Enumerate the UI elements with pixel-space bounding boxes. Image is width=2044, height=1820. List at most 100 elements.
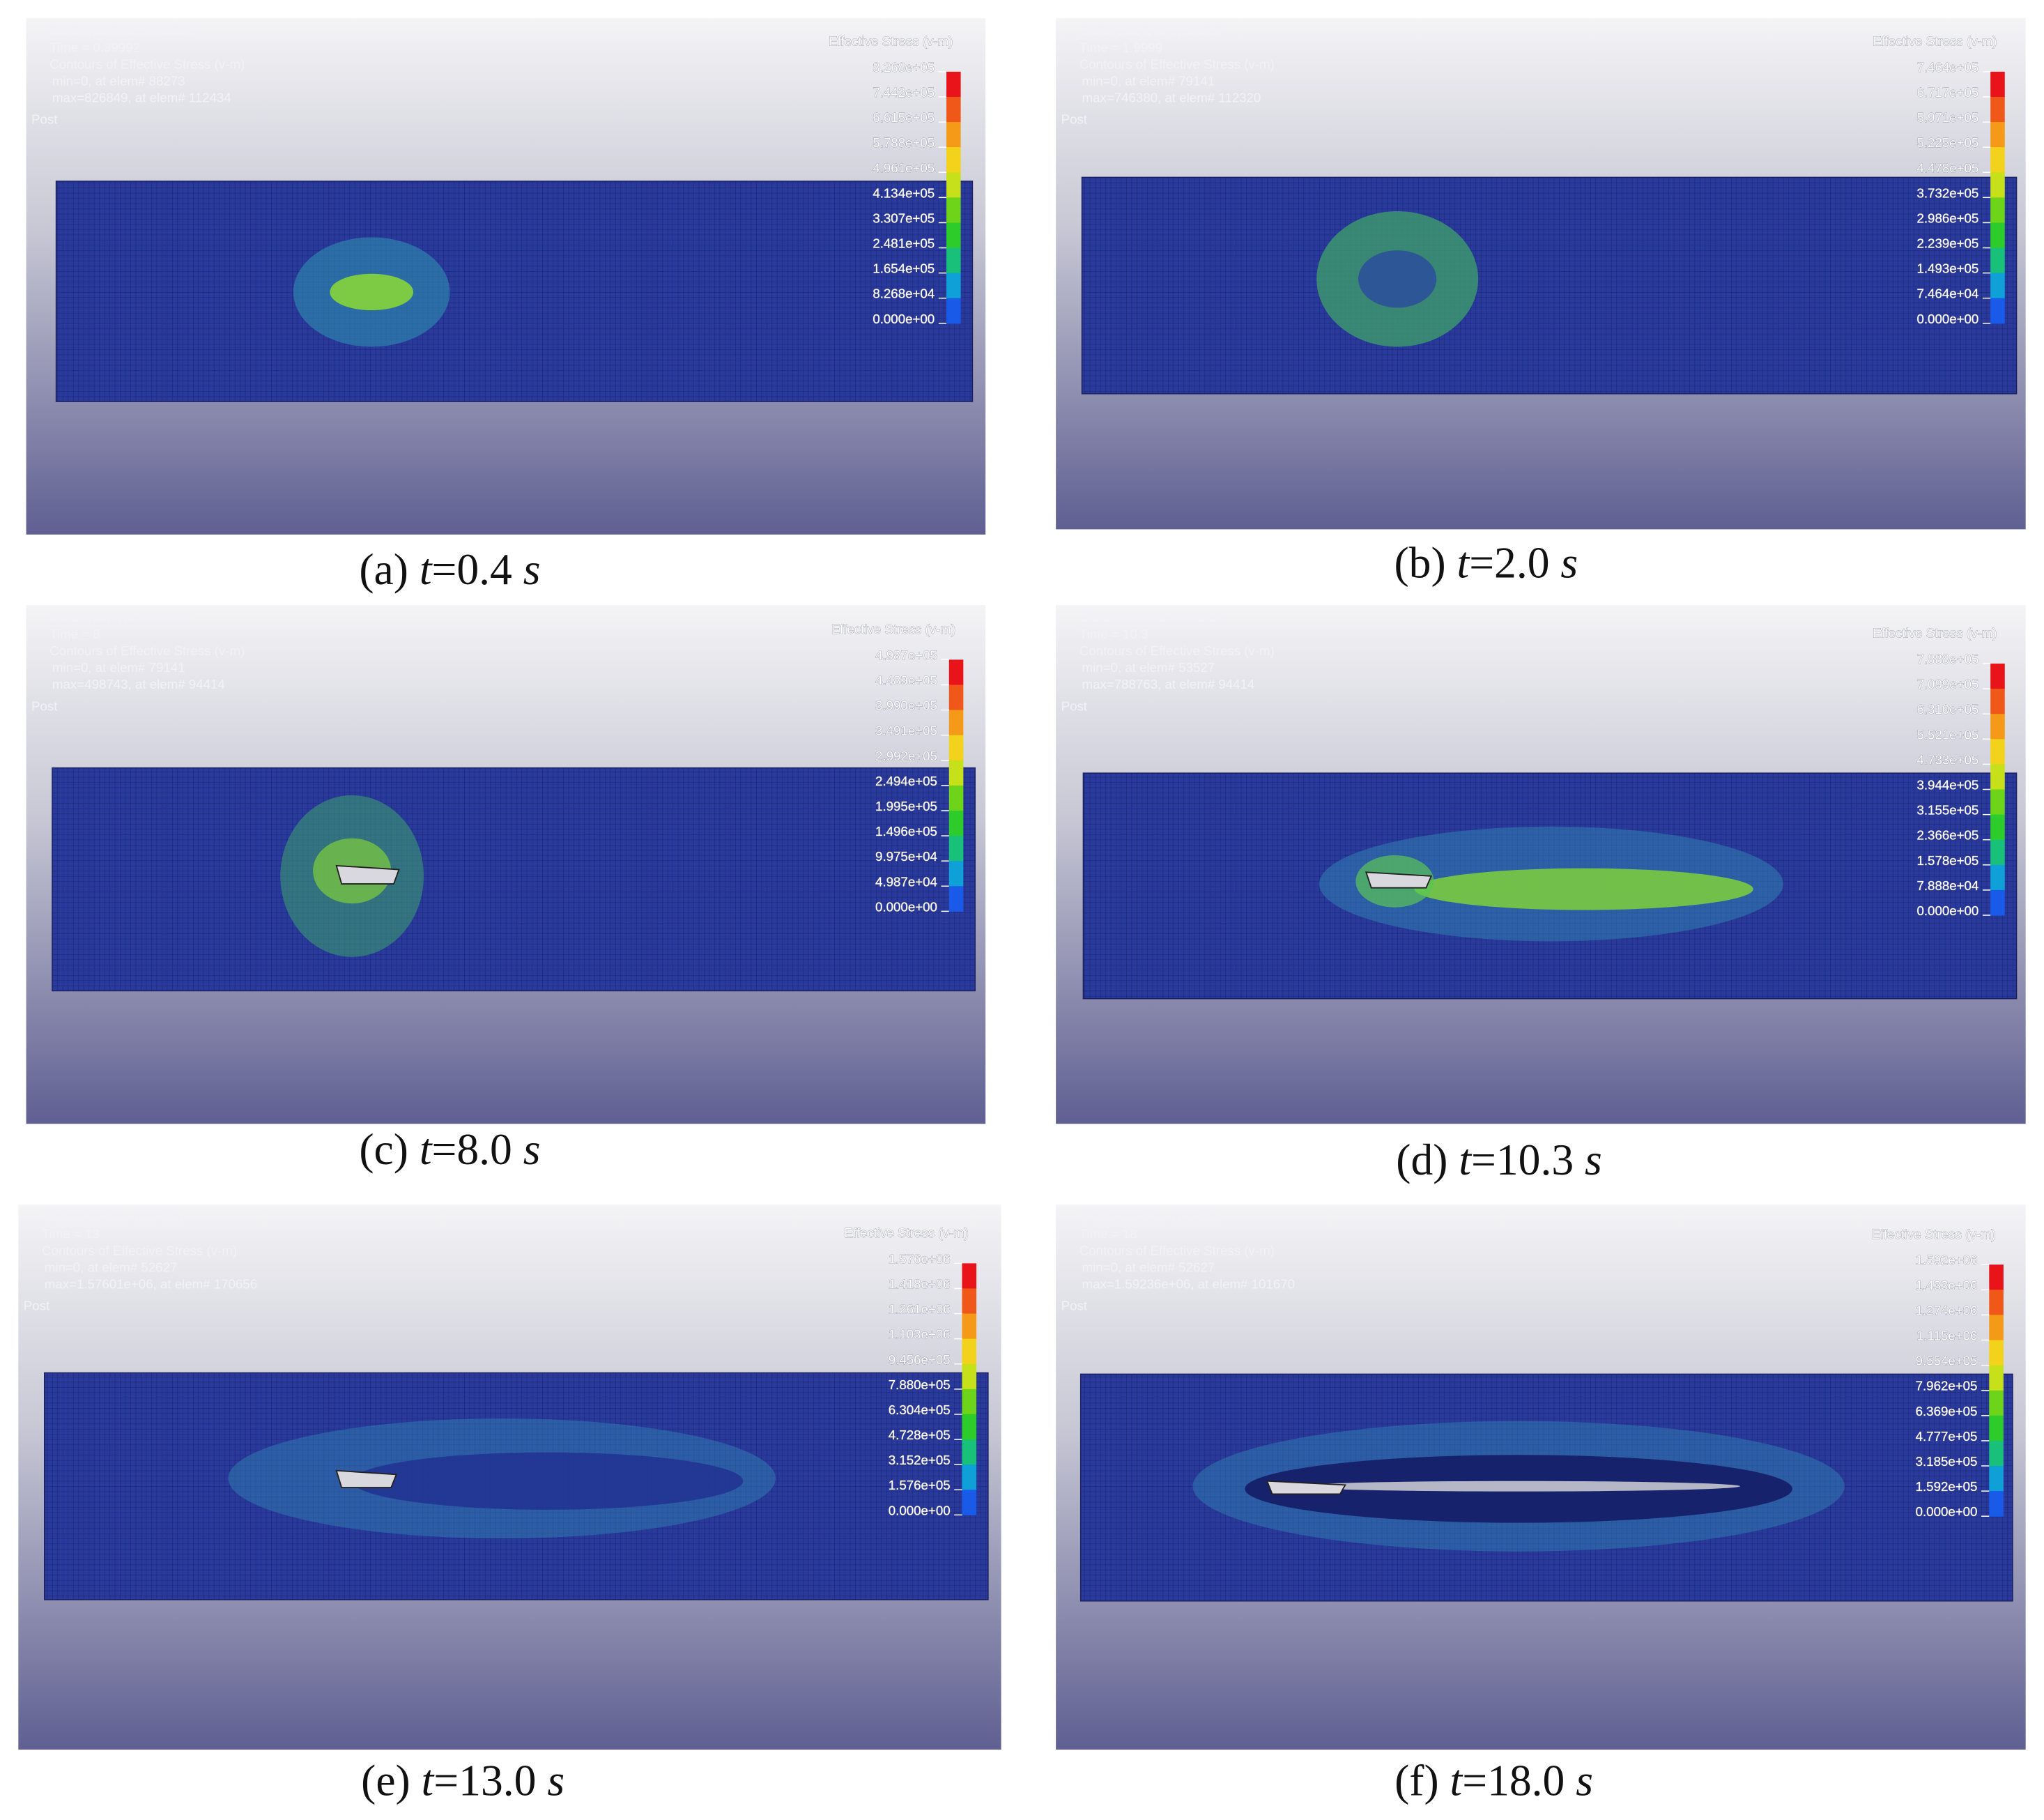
colorbar-segment [1989,1491,2004,1517]
legend-label: 2.366e+05 [1916,828,1978,843]
header-time: Time = 13 [42,1226,100,1241]
caption-part: t [420,1124,433,1174]
legend-label: 4.728e+05 [889,1428,951,1442]
caption: (d) t=10.3 s [1396,1135,1601,1184]
colorbar-segment [946,96,961,123]
colorbar-segment [1989,1440,2004,1467]
legend-label: 3.990e+05 [875,698,937,713]
legend-label: 1.654e+05 [873,261,935,276]
legend-label: 4.489e+05 [875,673,937,687]
colorbar-segment [948,886,964,912]
colorbar-segment [962,1363,977,1390]
colorbar-segment [946,298,961,324]
colorbar-segment [1990,71,2005,98]
caption: (f) t=18.0 s [1394,1755,1593,1805]
colorbar-segment [1990,298,2005,324]
colorbar-segment [1989,1315,2004,1341]
legend-label: 3.732e+05 [1916,185,1978,200]
caption-part: (b) [1394,538,1457,588]
legend-label: 2.481e+05 [873,236,935,251]
caption-part: =2.0 [1469,538,1560,588]
legend-label: 7.888e+04 [1916,878,1978,893]
legend-label: 9.975e+04 [875,849,937,864]
colorbar-segment [1990,222,2005,249]
legend-label: 1.274e+06 [1916,1303,1978,1317]
legend-label: 0.000e+00 [1916,1504,1978,1519]
legend-label: 1.592e+05 [1916,1479,1978,1494]
colorbar-segment [1990,714,2005,740]
colorbar-segment [948,836,964,862]
legend-label: 7.442e+05 [873,85,935,100]
colorbar-segment [1989,1365,2004,1391]
header-max: max=1.57601e+06, at elem# 170656 [45,1276,257,1291]
colorbar-segment [962,1490,977,1515]
legend-label: 9.456e+05 [889,1352,951,1367]
submarine [1266,1480,1346,1495]
colorbar-segment [1989,1415,2004,1442]
header-contours: Contours of Effective Stress (v-m) [1079,56,1275,71]
colorbar-segment [946,273,961,299]
post-label: Post [1061,698,1088,713]
header-time: Time = 18 [1079,1226,1137,1241]
caption-part: s [1576,1755,1593,1805]
legend-label: 0.000e+00 [1916,312,1978,326]
caption-part: t [1459,1135,1472,1184]
legend-title: Effective Stress (v-m) [829,33,953,48]
legend-label: 5.971e+05 [1916,110,1978,125]
colorbar-segment [1989,1340,2004,1366]
caption-part: (e) [361,1755,421,1805]
header-title: Submarine model [49,20,192,39]
header-title: Submarine model [1079,20,1222,39]
legend-label: 3.491e+05 [875,724,937,738]
legend-label: 2.986e+05 [1916,211,1978,225]
colorbar-segment [1990,789,2005,816]
legend-label: 6.310e+05 [1916,702,1978,717]
caption: (a) t=0.4 s [359,544,540,594]
caption-part: =13.0 [433,1755,547,1805]
legend-label: 0.000e+00 [1916,903,1978,918]
legend-label: 1.493e+05 [1916,261,1978,276]
colorbar-segment [1990,889,2005,916]
colorbar-segment [962,1389,977,1415]
stress-region [1414,868,1753,910]
legend-label: 4.134e+05 [873,185,935,200]
header-title: Submarine model [42,1207,184,1226]
legend-label: 0.000e+00 [889,1503,951,1517]
post-label: Post [1061,112,1088,127]
colorbar-segment [948,760,964,786]
colorbar-segment [946,147,961,173]
legend-label: 3.155e+05 [1916,803,1978,818]
caption: (e) t=13.0 s [361,1755,564,1805]
legend-label: 1.418e+06 [889,1276,951,1291]
caption-part: =18.0 [1462,1755,1576,1805]
legend-label: 5.521e+05 [1916,727,1978,742]
legend-label: 6.615e+05 [873,110,935,125]
colorbar-segment [1990,247,2005,274]
colorbar-segment [1989,1290,2004,1315]
legend-label: 2.494e+05 [875,774,937,788]
header-min: min=0, at elem# 88273 [52,73,185,88]
legend-label: 4.733e+05 [1916,752,1978,767]
legend-label: 9.554e+05 [1916,1354,1978,1368]
caption-part: =0.4 [431,544,523,594]
legend-label: 1.103e+06 [889,1327,951,1342]
header-time: Time = 1.9999 [1079,40,1162,54]
legend-label: 0.000e+00 [875,899,937,914]
colorbar-segment [948,861,964,887]
legend-label: 1.592e+06 [1916,1253,1978,1267]
colorbar-segment [946,71,961,98]
colorbar-segment [1990,96,2005,123]
header-min: min=0, at elem# 52627 [1082,1260,1215,1274]
colorbar-segment [1990,172,2005,198]
colorbar-segment [1989,1264,2004,1290]
legend-label: 8.268e+04 [873,286,935,301]
legend-label: 7.464e+05 [1916,60,1978,75]
header-contours: Contours of Effective Stress (v-m) [1079,1243,1275,1257]
colorbar-segment [962,1313,977,1340]
colorbar-segment [1990,814,2005,841]
header-time: Time = 10.3 [1079,627,1148,641]
header-time: Time = 8 [49,627,100,641]
